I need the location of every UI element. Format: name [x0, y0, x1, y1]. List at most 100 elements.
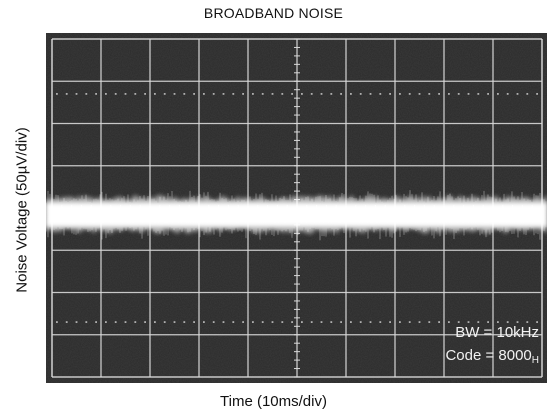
grid-dot: [457, 321, 460, 323]
grid-dot: [369, 93, 372, 95]
grid-dot: [330, 93, 333, 95]
grid-dot: [487, 321, 489, 323]
grid-dot: [310, 321, 313, 323]
grid-dot: [85, 321, 88, 323]
grid-dot: [291, 321, 293, 323]
grid-dot: [506, 93, 509, 95]
grid-dot: [134, 321, 137, 323]
grid-dot: [448, 93, 450, 95]
grid-dot: [124, 93, 127, 95]
grid-dot: [536, 321, 538, 323]
noise-band-core: [46, 202, 547, 227]
grid-dot: [389, 93, 391, 95]
grid-dot: [320, 93, 323, 95]
grid-dot: [193, 321, 195, 323]
grid-dot: [536, 93, 538, 95]
grid-dot: [438, 321, 440, 323]
chart-title: BROADBAND NOISE: [203, 5, 344, 21]
grid-dot: [114, 93, 117, 95]
grid-dot: [232, 321, 235, 323]
grid-dot: [144, 321, 146, 323]
grid-dot: [134, 93, 137, 95]
grid-dot: [291, 93, 293, 95]
code-annotation-subscript: H: [531, 355, 539, 366]
grid-dot: [222, 321, 225, 323]
grid-dot: [506, 321, 509, 323]
grid-dot: [212, 321, 215, 323]
grid-dot: [163, 93, 166, 95]
grid-dot: [340, 93, 342, 95]
y-axis-label: Noise Voltage (50µV/div): [13, 127, 31, 293]
grid-dot: [526, 93, 529, 95]
grid-dot: [222, 93, 225, 95]
x-axis-label: Time (10ms/div): [220, 393, 327, 410]
grid-dot: [105, 321, 107, 323]
grid-dot: [487, 93, 489, 95]
grid-dot: [242, 321, 244, 323]
grid-dot: [369, 321, 372, 323]
grid-dot: [418, 321, 421, 323]
grid-dot: [408, 93, 411, 95]
grid-dot: [330, 321, 333, 323]
grid-dot: [114, 321, 117, 323]
grid-dot: [212, 93, 215, 95]
grid-dot: [203, 93, 205, 95]
grid-dot: [457, 93, 460, 95]
grid-dot: [252, 321, 254, 323]
grid-dot: [389, 321, 391, 323]
grid-dot: [350, 321, 352, 323]
grid-dot: [75, 321, 78, 323]
oscilloscope-screen: [46, 33, 547, 383]
grid-dot: [359, 93, 362, 95]
code-annotation: Code = 8000H: [445, 347, 539, 366]
grid-dot: [477, 93, 480, 95]
grid-dot: [428, 93, 431, 95]
grid-dot: [154, 321, 156, 323]
grid-dot: [408, 321, 411, 323]
grid-dot: [95, 321, 97, 323]
grid-dot: [271, 93, 274, 95]
grid-dot: [163, 321, 166, 323]
grid-dot: [428, 321, 431, 323]
grid-dot: [173, 93, 176, 95]
grid-dot: [261, 321, 264, 323]
grid-dot: [85, 93, 88, 95]
grid-dot: [497, 321, 499, 323]
grid-dot: [301, 93, 303, 95]
grid-dot: [281, 321, 284, 323]
grid-dot: [448, 321, 450, 323]
grid-dot: [105, 93, 107, 95]
grid-dot: [65, 321, 68, 323]
grid-dot: [477, 321, 480, 323]
grid-dot: [154, 93, 156, 95]
grid-dot: [271, 321, 274, 323]
grid-dot: [56, 321, 58, 323]
grid-dot: [242, 93, 244, 95]
grid-dot: [399, 93, 401, 95]
grid-dot: [95, 93, 97, 95]
grid-dot: [359, 321, 362, 323]
grid-dot: [379, 321, 382, 323]
grid-dot: [467, 93, 470, 95]
grid-dot: [124, 321, 127, 323]
grid-dot: [56, 93, 58, 95]
grid-dot: [516, 93, 519, 95]
bandwidth-annotation: BW = 10kHz: [455, 324, 539, 341]
grid-dot: [65, 93, 68, 95]
grid-dot: [399, 321, 401, 323]
grid-dot: [379, 93, 382, 95]
grid-dot: [173, 321, 176, 323]
noise-band: [46, 190, 547, 241]
grid-dot: [232, 93, 235, 95]
grid-dot: [281, 93, 284, 95]
grid-dot: [310, 93, 313, 95]
grid-dot: [193, 93, 195, 95]
grid-dot: [252, 93, 254, 95]
grid-dot: [301, 321, 303, 323]
grid-dot: [261, 93, 264, 95]
grid-dot: [183, 93, 186, 95]
grid-dot: [320, 321, 323, 323]
grid-dot: [526, 321, 529, 323]
grid-dot: [340, 321, 342, 323]
grid-dot: [203, 321, 205, 323]
